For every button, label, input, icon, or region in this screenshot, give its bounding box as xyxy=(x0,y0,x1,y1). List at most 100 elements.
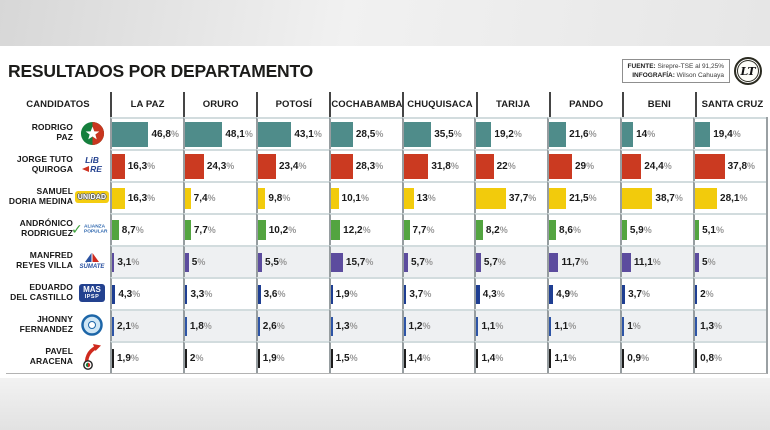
percent-sign: % xyxy=(426,224,435,235)
percent-sign: % xyxy=(349,320,358,331)
result-cell: 28,1% xyxy=(693,181,766,213)
result-cell: 7,7% xyxy=(401,213,475,245)
percent-sign: % xyxy=(647,128,656,139)
result-value: 28,1% xyxy=(720,192,748,204)
candidate-name: ANDRÓNICO RODRIGUEZ xyxy=(19,218,73,238)
table-row: MANFRED REYES VILLA SÚMATE 3,1% 5% 5,5% 15,7% 5… xyxy=(6,245,766,277)
result-cell: 35,5% xyxy=(401,117,475,149)
percent-sign: % xyxy=(495,352,504,363)
table-row: JHONNY FERNANDEZ 2,1% 1,8% 2,6% 1,3% 1,2% 1,1% 1… xyxy=(6,309,766,341)
percent-sign: % xyxy=(147,160,156,171)
alianza-popular-party-logo: ✓ ALIANZA POPULAR xyxy=(71,222,107,236)
result-cell: 12,2% xyxy=(328,213,402,245)
result-value: 46,8% xyxy=(151,128,179,140)
source-area: FUENTE: Sirepre-TSE al 91,25% INFOGRAFÍA… xyxy=(621,57,762,85)
percent-sign: % xyxy=(226,160,235,171)
result-cell: 16,3% xyxy=(110,149,183,181)
percent-sign: % xyxy=(207,192,216,203)
result-cell: 10,1% xyxy=(328,181,402,213)
table-body: RODRIGO PAZ 46,8% 48,1% 43,1% 28,5% 35,5% 19,2%… xyxy=(6,117,768,374)
result-bar xyxy=(403,220,410,240)
percent-sign: % xyxy=(739,192,748,203)
results-table: CANDIDATOS LA PAZ ORURO POTOSÍ COCHABAMBA CHU… xyxy=(6,92,768,374)
result-bar xyxy=(330,220,341,240)
department-header-8: BENI xyxy=(621,92,695,117)
mas-ipsp-party-logo: MAS IPSP xyxy=(77,283,107,303)
result-cell: 1,3% xyxy=(328,309,402,341)
result-value: 31,8% xyxy=(431,160,459,172)
result-value: 1,1% xyxy=(554,320,577,332)
percent-sign: % xyxy=(195,352,204,363)
result-value: 8,7% xyxy=(121,224,144,236)
result-cell: 10,2% xyxy=(255,213,329,245)
source-line: FUENTE: Sirepre-TSE al 91,25% xyxy=(628,62,724,71)
percent-sign: % xyxy=(732,128,741,139)
result-bar xyxy=(549,220,557,240)
result-bar xyxy=(112,220,119,240)
libre-wordmark-bottom: RE xyxy=(90,164,102,175)
percent-sign: % xyxy=(495,320,504,331)
result-bar xyxy=(330,316,333,336)
result-cell: 1,9% xyxy=(328,277,402,309)
result-value: 7,4% xyxy=(193,192,216,204)
result-bar xyxy=(330,252,343,272)
percent-sign: % xyxy=(132,288,141,299)
candidate-cell: SAMUEL DORIA MEDINA UNIDAD xyxy=(6,181,110,213)
result-cell: 2% xyxy=(182,341,256,373)
page-title: RESULTADOS POR DEPARTAMENTO xyxy=(8,60,314,81)
percent-sign: % xyxy=(130,320,139,331)
department-header-4: COCHABAMBA xyxy=(329,92,402,117)
result-value: 10,2% xyxy=(268,224,297,236)
candidate-name: JHONNY FERNANDEZ xyxy=(19,314,73,334)
candidate-cell: RODRIGO PAZ xyxy=(6,117,110,149)
ucs-party-logo xyxy=(77,314,107,336)
result-value: 5,7% xyxy=(410,256,433,268)
result-bar xyxy=(695,316,698,336)
result-value: 1,8% xyxy=(189,320,212,332)
sumate-party-logo: SÚMATE xyxy=(77,252,107,270)
result-cell: 28,5% xyxy=(328,117,402,149)
result-bar xyxy=(695,348,698,368)
libre-wordmark-top: LiB xyxy=(85,154,99,165)
department-header-5: CHUQUISACA xyxy=(402,92,475,117)
result-cell: 1,1% xyxy=(547,309,621,341)
result-bar xyxy=(257,187,266,209)
result-bar xyxy=(549,252,559,272)
result-value: 2% xyxy=(189,352,204,364)
libre-arrow-icon xyxy=(82,166,90,173)
result-bar xyxy=(476,187,506,209)
newspaper-monogram-logo: LT xyxy=(734,57,762,85)
result-value: 5% xyxy=(191,256,206,268)
result-bar xyxy=(695,252,699,272)
table-row: PAVEL ARACENA 1,9% 2% 1,9% 1,5% 1,4% 1,4% 1,1% 0,… xyxy=(6,341,766,373)
result-cell: 0,9% xyxy=(620,341,694,373)
result-cell: 31,8% xyxy=(401,149,475,181)
result-value: 1% xyxy=(627,320,641,332)
percent-sign: % xyxy=(130,352,139,363)
result-cell: 22% xyxy=(474,149,548,181)
result-value: 0,9% xyxy=(627,352,650,364)
unidad-wordmark: UNIDAD xyxy=(74,191,110,203)
result-bar xyxy=(476,252,481,272)
result-bar xyxy=(184,316,187,336)
result-bar xyxy=(622,121,634,147)
result-value: 22% xyxy=(496,160,516,172)
result-value: 4,3% xyxy=(482,288,505,300)
result-value: 15,7% xyxy=(345,256,374,268)
percent-sign: % xyxy=(453,128,462,139)
percent-sign: % xyxy=(572,224,581,235)
result-bar xyxy=(622,284,626,304)
percent-sign: % xyxy=(147,192,156,203)
result-bar xyxy=(184,220,191,240)
result-value: 19,2% xyxy=(494,128,522,140)
result-cell: 29% xyxy=(547,149,621,181)
result-bar xyxy=(330,187,339,209)
percent-sign: % xyxy=(714,352,723,363)
unidad-party-logo: UNIDAD xyxy=(74,191,110,203)
result-bar xyxy=(112,187,125,209)
result-value: 5,9% xyxy=(629,224,652,236)
result-cell: 9,8% xyxy=(255,181,329,213)
result-bar xyxy=(257,153,276,179)
result-value: 1,9% xyxy=(262,352,285,364)
result-cell: 1,9% xyxy=(255,341,329,373)
